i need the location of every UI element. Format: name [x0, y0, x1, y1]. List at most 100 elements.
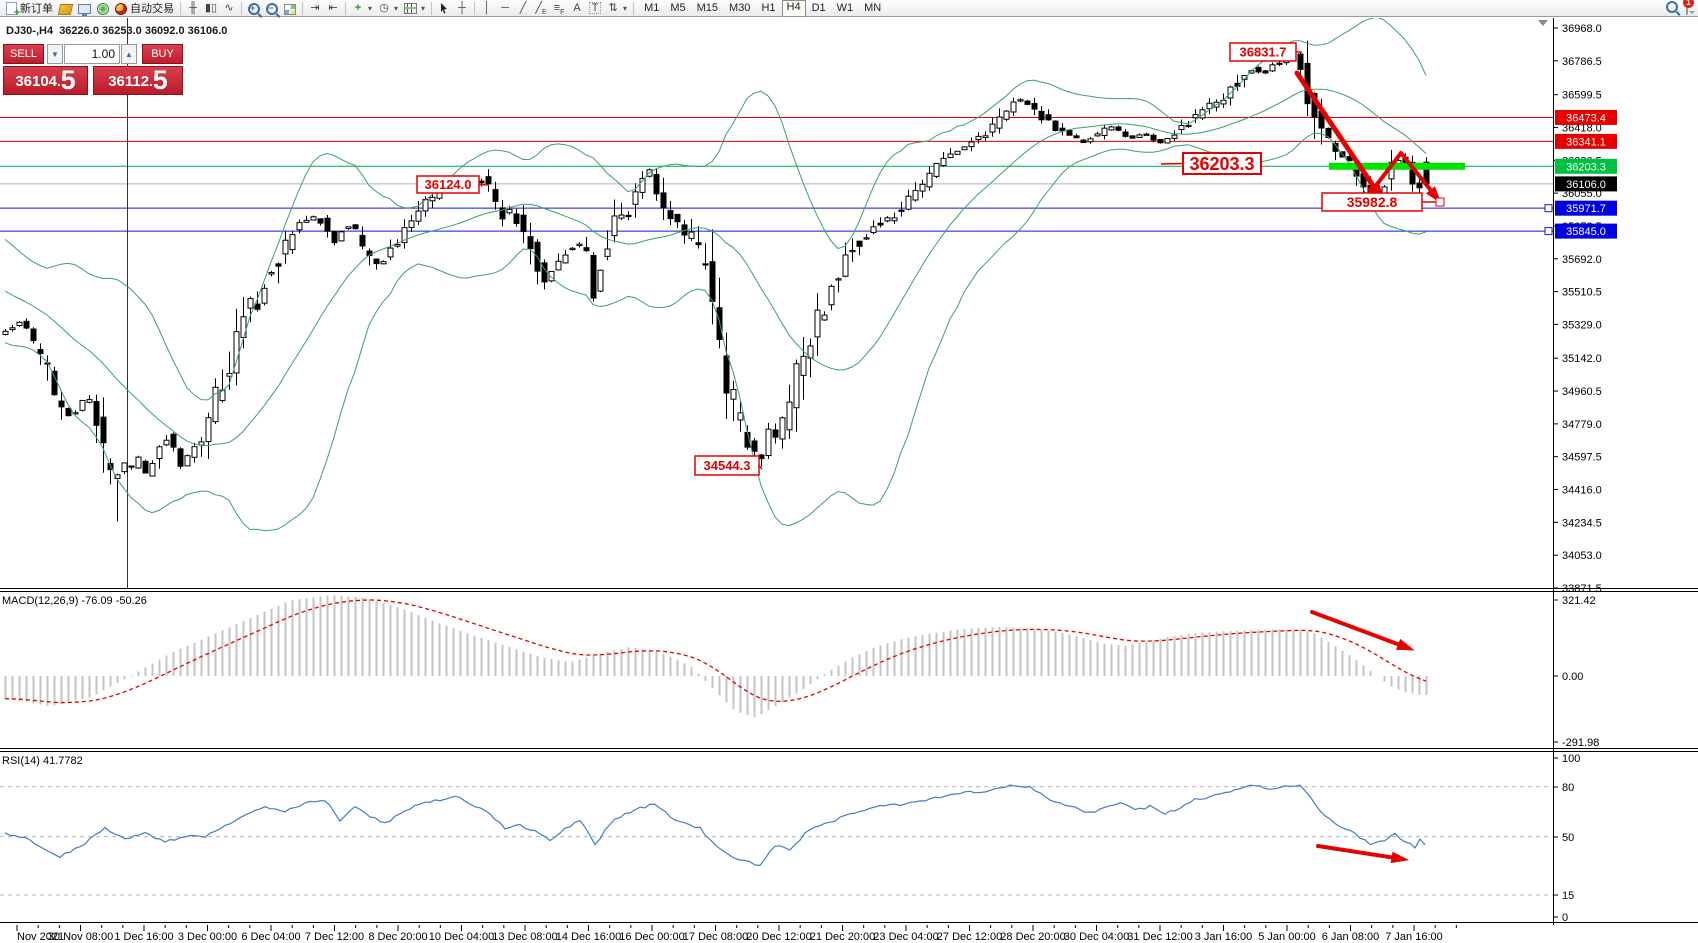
timeframe-mn[interactable]: MN: [864, 1, 882, 14]
macd-signal-line: [4, 599, 1427, 704]
cursor-tool-button[interactable]: [435, 1, 453, 16]
price-label-box: [1321, 192, 1423, 212]
horizontal-level-lines[interactable]: [0, 116, 1553, 236]
date-label: 30 Dec 04:00: [1064, 931, 1129, 943]
svg-text:80: 80: [1562, 782, 1574, 794]
date-label: 3 Jan 16:00: [1195, 931, 1253, 943]
text-tool-button[interactable]: A: [568, 1, 586, 16]
buy-price-big-digit: 5: [152, 65, 168, 95]
svg-text:15: 15: [1562, 890, 1574, 902]
clock-icon: ◷: [379, 2, 389, 14]
date-label: 27 Dec 12:00: [937, 931, 1002, 943]
date-label: 6 Jan 08:00: [1322, 931, 1380, 943]
fibonacci-tool-button[interactable]: ≡F: [550, 1, 568, 16]
macd-label: MACD(12,26,9) -76.09 -50.26: [2, 595, 147, 607]
timeframe-h4[interactable]: H4: [781, 0, 806, 17]
bar-chart-icon: ╫: [189, 2, 197, 14]
price-label-text: 36124.0: [425, 177, 472, 192]
new-order-label: 新订单: [20, 3, 53, 15]
price-chart-canvas[interactable]: 36968.036786.536599.536418.036236.536055…: [0, 18, 1698, 943]
sell-price-big-digit: 5: [60, 65, 76, 95]
horizontal-line-icon: ─: [501, 2, 509, 14]
price-label-box: [694, 455, 760, 476]
volume-input[interactable]: 1.00: [64, 44, 120, 64]
signal-icon: [97, 2, 109, 15]
zoom-out-button[interactable]: −: [263, 1, 281, 16]
timeframe-d1[interactable]: D1: [811, 1, 826, 14]
date-label: 30 Nov 08:00: [48, 931, 113, 943]
date-label: 10 Dec 04:00: [429, 931, 494, 943]
support-highlight-bar[interactable]: [1329, 162, 1465, 170]
trendline-tool-button[interactable]: ╱: [514, 1, 532, 16]
svg-text:34597.5: 34597.5: [1562, 452, 1602, 464]
cleanup-button[interactable]: [56, 1, 75, 16]
chevron-down-icon: ▾: [368, 3, 373, 13]
text-icon: A: [573, 2, 581, 14]
period-button[interactable]: ◷ ▾: [375, 1, 401, 16]
price-badge: [1555, 223, 1617, 239]
arrows-tool-button[interactable]: ⇅ ▾: [604, 1, 630, 16]
svg-text:35971.7: 35971.7: [1566, 203, 1606, 215]
timeframe-m30[interactable]: M30: [729, 1, 751, 14]
price-badge: [1555, 158, 1617, 174]
buy-price-display[interactable]: 36112. 5: [93, 66, 183, 95]
date-label: 13 Dec 08:00: [492, 931, 557, 943]
autotrade-label: 自动交易: [130, 3, 174, 15]
new-order-button[interactable]: 新订单: [3, 1, 56, 18]
chevron-down-icon: ▾: [623, 3, 628, 13]
add-indicator-button[interactable]: + ▾: [349, 1, 375, 16]
price-annotations[interactable]: 36831.7 36124.0 34544.3 36203.3 35982.8: [416, 42, 1445, 476]
sell-button[interactable]: SELL: [3, 44, 44, 64]
price-label-box: [416, 175, 480, 194]
svg-text:34053.0: 34053.0: [1562, 550, 1602, 562]
chat-bubble-icon: [1686, 1, 1688, 15]
timeframe-w1[interactable]: W1: [836, 1, 854, 14]
timeframe-m5[interactable]: M5: [670, 1, 686, 14]
tile-windows-button[interactable]: [281, 1, 299, 16]
price-label-box: [1229, 42, 1297, 62]
buy-button[interactable]: BUY: [142, 44, 183, 64]
svg-text:0: 0: [1562, 912, 1568, 924]
sell-price-dot: .: [57, 74, 61, 89]
search-button[interactable]: [1666, 0, 1678, 16]
channel-tool-button[interactable]: ╱E: [532, 1, 550, 16]
notifications-button[interactable]: 1: [1683, 0, 1694, 15]
autotrade-button[interactable]: 自动交易: [112, 1, 177, 16]
tile-windows-icon: [284, 3, 296, 15]
timeframe-m1[interactable]: M1: [644, 1, 660, 14]
template-button[interactable]: ▾: [401, 1, 428, 16]
line-chart-icon: ∿: [224, 2, 234, 14]
svg-text:36341.1: 36341.1: [1566, 136, 1606, 148]
zoom-in-button[interactable]: +: [245, 1, 263, 16]
vline-tool-button[interactable]: │: [478, 1, 496, 16]
auto-scroll-button[interactable]: ⇥: [306, 1, 324, 16]
chart-shift-button[interactable]: ⇤: [324, 1, 342, 16]
date-label: 17 Dec 08:00: [683, 931, 748, 943]
chart-shift-icon: ⇤: [328, 2, 338, 14]
timeframe-h1[interactable]: H1: [761, 1, 776, 14]
sell-price-display[interactable]: 36104. 5: [3, 66, 88, 95]
toolbar-separator: [180, 1, 181, 15]
macd-arrow[interactable]: [1310, 610, 1415, 651]
svg-text:36203.3: 36203.3: [1566, 161, 1606, 173]
date-label: 14 Dec 16:00: [556, 931, 621, 943]
label-tool-button[interactable]: T: [586, 1, 604, 16]
hline-tool-button[interactable]: ─: [496, 1, 514, 16]
date-label: 8 Dec 20:00: [368, 931, 427, 943]
bar-chart-type-button[interactable]: ╫: [184, 1, 202, 16]
volume-decrease-button[interactable]: ▼: [47, 44, 63, 64]
chart-window[interactable]: 36968.036786.536599.536418.036236.536055…: [0, 18, 1698, 943]
timeframe-m15[interactable]: M15: [696, 1, 719, 14]
sell-price-main: 36104: [15, 73, 58, 90]
line-chart-type-button[interactable]: ∿: [220, 1, 238, 16]
candle-chart-type-button[interactable]: ▮▯: [202, 1, 220, 16]
arrows-icon: ⇅: [608, 2, 618, 14]
terminal-button[interactable]: [75, 1, 94, 16]
price-label-text: 36203.3: [1189, 154, 1254, 174]
svg-text:35845.0: 35845.0: [1566, 226, 1606, 238]
line-handle: [1544, 204, 1553, 213]
volume-increase-button[interactable]: ▲: [121, 44, 137, 64]
signal-button[interactable]: [94, 1, 112, 16]
rsi-arrow[interactable]: [1316, 844, 1410, 864]
crosshair-tool-button[interactable]: ┼: [453, 1, 471, 16]
